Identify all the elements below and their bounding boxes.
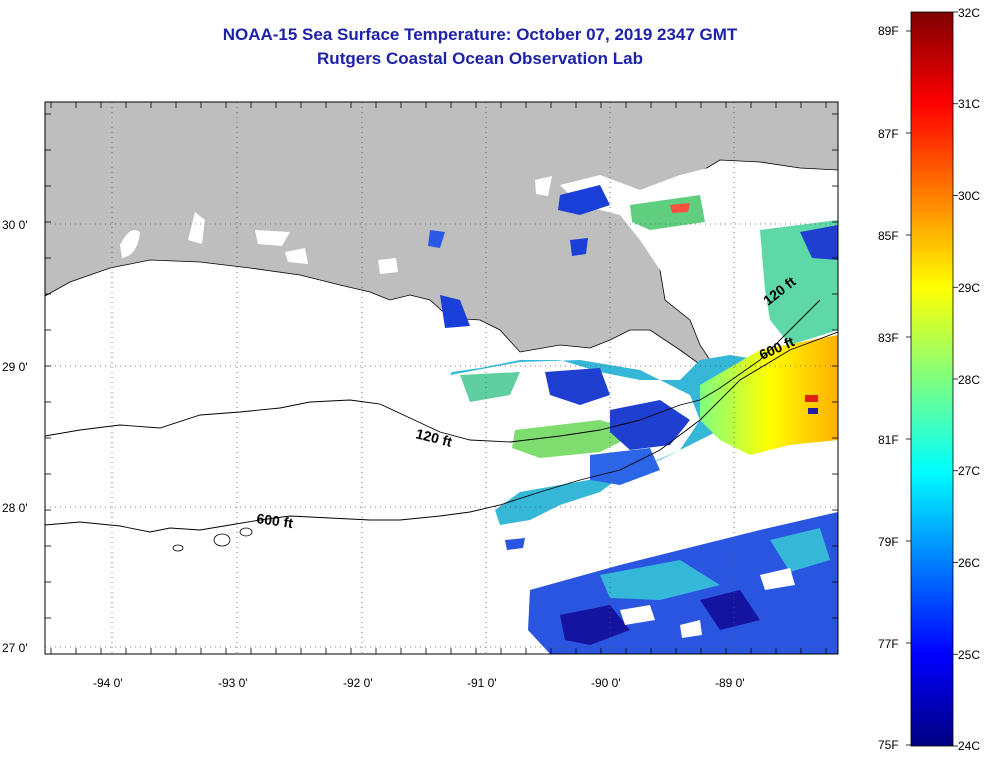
colorbar-c-label: 29C — [958, 281, 980, 295]
contour-label: 600 ft — [256, 510, 295, 531]
colorbar-c-label: 28C — [958, 373, 980, 387]
lon-label: -94 0' — [93, 676, 123, 690]
map-frame — [44, 101, 839, 655]
lake — [285, 248, 308, 264]
lon-label: -89 0' — [715, 676, 745, 690]
map-subtitle: Rutgers Coastal Ocean Observation Lab — [317, 49, 643, 68]
lon-label: -93 0' — [218, 676, 248, 690]
colorbar-c-label: 25C — [958, 648, 980, 662]
lat-label: 29 0' — [2, 360, 28, 374]
colorbar-celsius-labels: 32C 31C 30C 29C 28C 27C 26C 25C 24C — [958, 6, 980, 753]
lat-label: 27 0' — [2, 641, 28, 655]
colorbar-c-label: 32C — [958, 6, 980, 20]
bathymetry-feature — [239, 527, 253, 537]
map-panel — [45, 102, 838, 654]
map-ticks — [45, 11, 958, 747]
lat-label: 30 0' — [2, 218, 28, 232]
lake — [188, 212, 205, 244]
sst-data-layer — [428, 185, 838, 654]
colorbar-f-label: 87F — [878, 127, 899, 141]
colorbar-c-label: 31C — [958, 97, 980, 111]
colorbar-c-label: 24C — [958, 739, 980, 753]
lat-label: 28 0' — [2, 501, 28, 515]
colorbar-c-label: 30C — [958, 189, 980, 203]
lake — [120, 230, 140, 258]
lake — [378, 258, 398, 274]
lon-label: -91 0' — [467, 676, 497, 690]
lon-label: -92 0' — [343, 676, 373, 690]
lon-label: -90 0' — [591, 676, 621, 690]
isobath-600ft — [45, 331, 838, 533]
bathymetry-feature — [172, 544, 184, 552]
colorbar-f-label: 89F — [878, 24, 899, 38]
colorbar-f-label: 79F — [878, 535, 899, 549]
lake — [535, 176, 552, 196]
colorbar-c-label: 26C — [958, 556, 980, 570]
colorbar-f-label: 83F — [878, 331, 899, 345]
lake — [255, 230, 290, 246]
colorbar-gradient — [910, 11, 954, 747]
delta-no-data — [560, 165, 838, 345]
colorbar-fahrenheit-labels: 89F 87F 85F 83F 81F 79F 77F 75F — [878, 24, 899, 752]
colorbar-c-label: 27C — [958, 464, 980, 478]
bathymetry-feature — [213, 533, 231, 547]
colorbar-f-label: 77F — [878, 637, 899, 651]
map-gridlines — [45, 102, 838, 654]
colorbar-f-label: 85F — [878, 229, 899, 243]
temperature-colorbar: 89F 87F 85F 83F 81F 79F 77F 75F 32C 31C … — [878, 6, 980, 753]
latitude-labels: 30 0' 29 0' 28 0' 27 0' — [2, 218, 28, 655]
isobath-120ft — [45, 299, 821, 443]
colorbar-f-label: 81F — [878, 433, 899, 447]
map-title: NOAA-15 Sea Surface Temperature: October… — [222, 25, 738, 44]
colorbar-f-label: 75F — [878, 738, 899, 752]
longitude-labels: -94 0' -93 0' -92 0' -91 0' -90 0' -89 0… — [93, 676, 745, 690]
